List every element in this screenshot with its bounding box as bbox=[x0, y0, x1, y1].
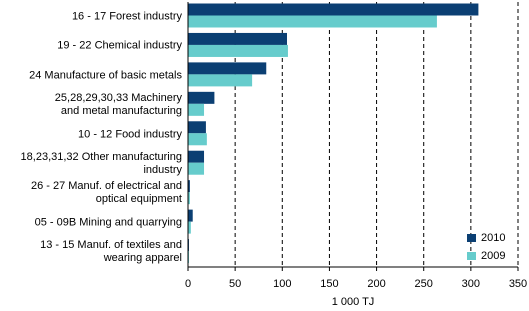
x-tick-label: 200 bbox=[367, 278, 385, 290]
legend-label: 2010 bbox=[481, 232, 505, 244]
bar bbox=[188, 209, 193, 222]
y-tick-label: 05 - 09B Mining and quarrying bbox=[34, 216, 182, 229]
legend-swatch bbox=[467, 234, 476, 242]
bar bbox=[188, 192, 190, 205]
bar bbox=[188, 133, 207, 146]
bar bbox=[188, 62, 267, 75]
bar bbox=[188, 103, 205, 116]
bar bbox=[188, 74, 253, 87]
x-tick-label: 50 bbox=[229, 278, 241, 290]
bar bbox=[188, 221, 191, 234]
x-tick-label: 100 bbox=[273, 278, 291, 290]
bar bbox=[188, 91, 215, 104]
x-axis-title: 1 000 TJ bbox=[332, 296, 375, 308]
x-tick-label: 250 bbox=[415, 278, 433, 290]
bar bbox=[188, 32, 287, 45]
bar bbox=[188, 3, 479, 16]
legend-swatch bbox=[467, 252, 476, 260]
y-tick-label: 10 - 12 Food industry bbox=[78, 128, 182, 140]
y-tick-label: 18,23,31,32 Other manufacturing industry bbox=[20, 150, 182, 176]
y-tick-label: 25,28,29,30,33 Machinery and metal manuf… bbox=[54, 92, 182, 118]
y-tick-label: 13 - 15 Manuf. of textiles and wearing a… bbox=[40, 239, 182, 265]
y-tick-label: 16 - 17 Forest industry bbox=[71, 10, 182, 23]
bar bbox=[188, 162, 205, 175]
legend-label: 2009 bbox=[481, 250, 505, 262]
bar bbox=[188, 44, 288, 57]
y-tick-label: 19 - 22 Chemical industry bbox=[57, 39, 182, 52]
bar bbox=[188, 150, 205, 163]
bar bbox=[188, 180, 190, 193]
y-tick-label: 24 Manufacture of basic metals bbox=[29, 69, 182, 82]
x-tick-label: 350 bbox=[509, 278, 527, 290]
bar bbox=[188, 121, 206, 134]
x-tick-label: 0 bbox=[185, 278, 191, 290]
y-tick-label: 26 - 27 Manuf. of electrical and optical… bbox=[30, 180, 182, 206]
x-tick-label: 300 bbox=[462, 278, 480, 290]
bar bbox=[188, 15, 437, 28]
x-tick-label: 150 bbox=[320, 278, 338, 290]
